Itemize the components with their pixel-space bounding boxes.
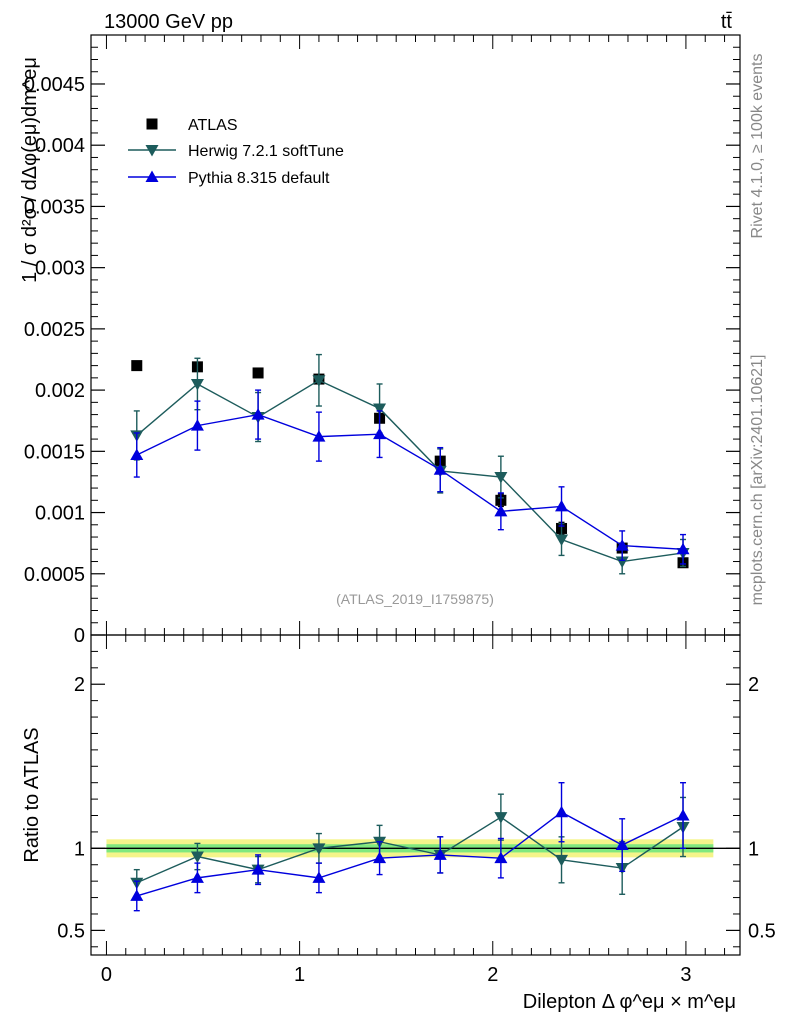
mcplots-note: mcplots.cern.ch [arXiv:2401.10621]: [749, 355, 766, 606]
main-pythia-point: [615, 539, 629, 551]
x-axis-title: Dilepton Δ φ^eμ × m^eμ: [523, 991, 736, 1013]
ratio-pythia-point: [433, 848, 447, 860]
legend: ATLAS Herwig 7.2.1 softTune Pythia 8.315 d…: [128, 117, 344, 187]
ratio-herwig-line: [136, 816, 684, 884]
rivet-note: Rivet 4.1.0, ≥ 100k events: [749, 54, 766, 239]
process-label: tt̄: [721, 11, 733, 33]
ratio-pythia-point: [494, 851, 508, 864]
ratio-pythia-point: [190, 871, 204, 883]
ratio-ytick-label: 0.5: [57, 920, 85, 942]
main-pythia-point: [251, 408, 265, 420]
ratio-herwig-point: [494, 812, 508, 824]
ratio-pythia-point: [130, 889, 144, 901]
ratio-herwig-point: [555, 854, 569, 867]
main-atlas-point: [252, 367, 264, 379]
main-watermark: (ATLAS_2019_I1759875): [336, 591, 494, 607]
main-pythia-point: [676, 542, 690, 555]
main-pythia-point: [130, 448, 144, 460]
ratio-ytick-label: 1: [74, 838, 85, 860]
main-ytick-label: 0.0025: [24, 319, 85, 341]
xtick-label: 2: [487, 964, 498, 986]
xtick-label: 0: [101, 964, 112, 986]
ratio-series-pythia: [130, 781, 690, 912]
main-herwig-point: [312, 375, 326, 387]
ratio-herwig-point: [312, 843, 326, 855]
ratio-pythia-point: [373, 851, 387, 864]
main-herwig-point: [494, 472, 508, 484]
ratio-pythia-point: [251, 863, 265, 875]
main-pythia-point: [373, 427, 387, 440]
main-ytick-label: 0.0015: [24, 441, 85, 463]
main-pythia-line: [136, 413, 684, 550]
main-ytick-label: 0: [74, 625, 85, 647]
main-pythia-point: [494, 504, 508, 517]
main-pythia-point: [433, 463, 447, 475]
ratio-y-axis-title: Ratio to ATLAS: [21, 727, 43, 862]
main-atlas-point: [131, 360, 143, 372]
main-ytick-label: 0.0045: [24, 74, 85, 96]
main-ytick-label: 0.003: [35, 258, 85, 280]
legend-herwig-label: Herwig 7.2.1 softTune: [188, 143, 344, 160]
ratio-pythia-point: [676, 809, 690, 821]
main-plot-panel: (ATLAS_2019_I1759875) 1 / σ d²σ / dΔφ(eμ…: [19, 34, 741, 647]
ratio-herwig-point: [190, 851, 204, 864]
ratio-plot-frame: [90, 634, 741, 956]
main-herwig-point: [615, 556, 629, 569]
main-series-pythia: [130, 389, 690, 565]
ratio-pythia-point: [312, 871, 326, 883]
ratio-pythia-line: [136, 811, 684, 897]
ratio-ytick-label-right: 1: [748, 838, 759, 860]
main-pythia-point: [555, 499, 569, 512]
legend-atlas-label: ATLAS: [188, 117, 238, 134]
main-ytick-label: 0.002: [35, 380, 85, 402]
legend-pythia-label: Pythia 8.315 default: [188, 170, 330, 187]
main-herwig-point: [373, 403, 387, 415]
ratio-ytick-label-right: 2: [748, 674, 759, 696]
main-ytick-label: 0.004: [35, 135, 85, 157]
ratio-ytick-label: 2: [74, 674, 85, 696]
main-herwig-point: [190, 378, 204, 391]
main-series-atlas: [131, 360, 689, 569]
main-pythia-point: [190, 419, 204, 431]
ratio-pythia-point: [555, 805, 569, 818]
ratio-plot-panel: Ratio to ATLAS 0.5 0.5 1 1 2 2 0 1 2 3 Dilepton Δ…: [21, 634, 776, 1013]
main-series-herwig: [130, 353, 690, 575]
main-herwig-line: [136, 379, 684, 563]
xtick-label: 3: [680, 964, 691, 986]
main-ytick-label: 0.0035: [24, 196, 85, 218]
legend-herwig-marker: [145, 145, 159, 157]
ratio-pythia-point: [615, 838, 629, 851]
main-pythia-point: [312, 430, 326, 442]
ratio-ytick-label-right: 0.5: [748, 920, 776, 942]
main-herwig-point: [555, 534, 569, 546]
legend-pythia-marker: [145, 170, 159, 182]
main-ytick-label: 0.001: [35, 503, 85, 525]
energy-label: 13000 GeV pp: [104, 11, 233, 33]
xtick-label: 1: [294, 964, 305, 986]
main-y-axis-title: 1 / σ d²σ / dΔφ(eμ)dm^eμ: [19, 57, 41, 283]
main-ytick-label: 0.0005: [24, 564, 85, 586]
legend-atlas-marker: [146, 118, 158, 130]
